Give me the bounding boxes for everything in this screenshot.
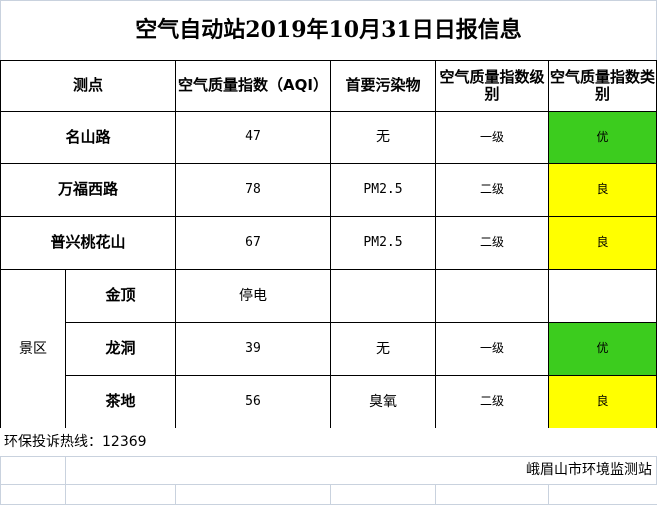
- primary-pollutant: PM2.5: [330, 216, 436, 270]
- site-name: 普兴桃花山: [0, 216, 176, 270]
- site-name: 龙洞: [65, 322, 176, 376]
- aqi-value: 39: [175, 322, 331, 376]
- aqi-category-badge: 良: [548, 163, 657, 217]
- site-name: 金顶: [65, 269, 176, 323]
- aqi-level: 二级: [435, 163, 549, 217]
- primary-pollutant: 臭氧: [330, 375, 436, 429]
- page-title: 空气自动站2019年10月31日日报信息: [0, 0, 657, 61]
- hotline-text: 环保投诉热线：12369: [0, 428, 657, 457]
- header-cell: 空气质量指数类别: [548, 60, 657, 112]
- site-name: 名山路: [0, 111, 176, 164]
- site-name: 万福西路: [0, 163, 176, 217]
- header-cell: 测点: [0, 60, 176, 112]
- aqi-value: 56: [175, 375, 331, 429]
- header-cell: 首要污染物: [330, 60, 436, 112]
- aqi-level: 一级: [435, 111, 549, 164]
- site-name: 茶地: [65, 375, 176, 429]
- aqi-level: 二级: [435, 375, 549, 429]
- primary-pollutant: [330, 269, 436, 323]
- aqi-level: 二级: [435, 216, 549, 270]
- aqi-category-badge: 优: [548, 322, 657, 376]
- grid-cell: [548, 484, 657, 505]
- grid-cell: [65, 484, 176, 505]
- primary-pollutant: 无: [330, 322, 436, 376]
- aqi-value: 67: [175, 216, 331, 270]
- group-label-scenic: 景区: [0, 269, 66, 429]
- primary-pollutant: PM2.5: [330, 163, 436, 217]
- aqi-level: 一级: [435, 322, 549, 376]
- header-cell: 空气质量指数（AQI）: [175, 60, 331, 112]
- primary-pollutant: 无: [330, 111, 436, 164]
- aqi-category-badge: 良: [548, 216, 657, 270]
- aqi-category-badge: [548, 269, 657, 323]
- grid-cell: [0, 484, 66, 505]
- aqi-value: 78: [175, 163, 331, 217]
- grid-cell: [175, 484, 331, 505]
- grid-cell: [435, 484, 549, 505]
- aqi-value: 停电: [175, 269, 331, 323]
- aqi-level: [435, 269, 549, 323]
- footer-org: 峨眉山市环境监测站: [65, 456, 657, 485]
- aqi-category-badge: 优: [548, 111, 657, 164]
- grid-cell: [330, 484, 436, 505]
- aqi-value: 47: [175, 111, 331, 164]
- grid-cell: [0, 456, 66, 485]
- aqi-category-badge: 良: [548, 375, 657, 429]
- header-cell: 空气质量指数级别: [435, 60, 549, 112]
